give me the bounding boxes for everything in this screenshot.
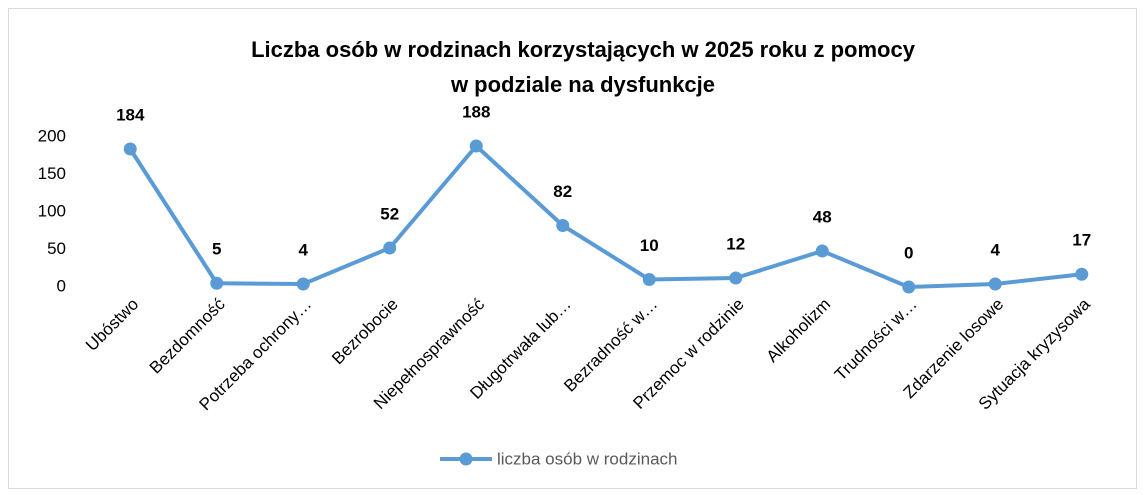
marker [988,277,1002,291]
marker [469,139,483,153]
y-tick-label: 50 [47,239,66,258]
marker [642,273,656,286]
data-label: 48 [813,207,832,226]
marker [556,219,570,232]
chart-title: w podziale na dysfunkcje [450,72,715,97]
data-label: 0 [904,243,913,262]
data-label: 52 [380,204,399,223]
marker [383,241,397,255]
data-label: 82 [553,182,572,201]
marker [296,277,310,291]
legend-label: liczba osób w rodzinach [497,449,677,468]
legend-marker [459,452,473,466]
chart-title: Liczba osób w rodzinach korzystających w… [251,37,916,62]
data-label: 17 [1072,231,1091,250]
data-label: 184 [116,105,145,124]
marker [210,276,224,290]
marker [729,271,743,285]
marker [902,280,916,294]
marker [123,142,137,156]
data-label: 5 [212,240,221,259]
data-label: 4 [991,240,1001,259]
marker [815,244,829,258]
y-tick-label: 100 [38,201,66,220]
data-label: 10 [640,236,659,255]
y-tick-label: 150 [38,164,66,183]
data-label: 12 [726,234,745,253]
data-label: 4 [299,240,309,259]
line [128,144,1082,289]
y-tick-label: 200 [38,126,66,145]
marker [1075,267,1089,281]
data-label: 188 [462,102,490,121]
y-tick-label: 0 [57,276,66,295]
